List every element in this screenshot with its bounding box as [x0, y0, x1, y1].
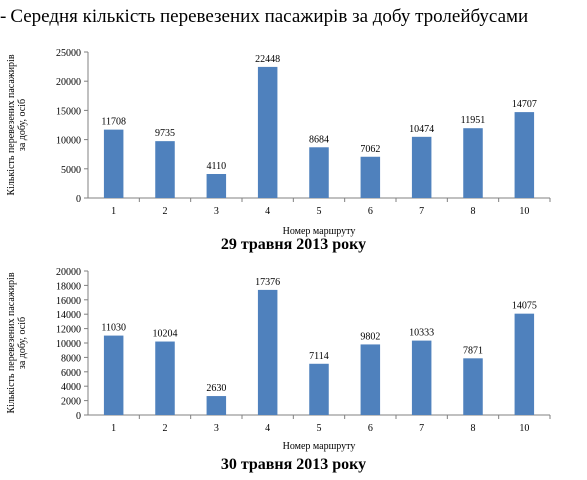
chart-2-y-tick-label: 6000 [61, 368, 81, 379]
chart-2-y-tick-label: 4000 [61, 382, 81, 393]
chart-2-x-tick-label: 4 [265, 423, 270, 434]
chart-2-y-tick-label: 8000 [61, 353, 81, 364]
chart-1-data-label: 11951 [461, 115, 486, 126]
chart-1-data-label: 4110 [207, 161, 227, 172]
chart-1-y-tick-label: 25000 [56, 48, 81, 59]
chart-1-x-tick-label: 2 [163, 206, 168, 217]
chart-2-data-label: 10333 [409, 328, 434, 339]
chart-1-bar [155, 141, 175, 198]
chart-30-may-caption: 30 травня 2013 року [220, 456, 367, 473]
chart-2-data-label: 2630 [206, 383, 226, 394]
chart-2-x-tick-label: 5 [317, 423, 322, 434]
chart-1-y-tick-label: 15000 [56, 106, 81, 117]
chart-29-may-caption: 29 травня 2013 року [220, 236, 367, 253]
chart-2-x-tick-label: 1 [111, 423, 116, 434]
chart-1-bar [463, 128, 483, 198]
page-title-text: Середня кількість перевезених пасажирів … [10, 6, 529, 27]
chart-2-y-tick-label: 12000 [56, 325, 81, 336]
chart-1-x-tick-label: 8 [471, 206, 476, 217]
chart-2-bar [514, 313, 535, 415]
chart-2-y-axis-label-line2: за добу, осіб [17, 317, 28, 369]
chart-1-data-label: 9735 [155, 128, 175, 139]
chart-2-data-label: 9802 [360, 331, 380, 342]
chart-2-data-label: 11030 [101, 323, 126, 334]
chart-1-x-tick-label: 3 [214, 206, 219, 217]
chart-1-data-label: 7062 [360, 144, 380, 155]
chart-1-y-tick-label: 5000 [61, 165, 81, 176]
chart-2-y-axis-label: Кількість перевезених пасажирів за добу, … [6, 272, 28, 413]
chart-2-data-label: 17376 [255, 277, 280, 288]
chart-30-may-plot: 0 2000 4000 6000 8000 10000 12000 14000 16000 180… [6, 267, 551, 452]
chart-1-y-axis-label: Кількість перевезених пасажирів за добу, … [6, 54, 28, 195]
chart-1-x-tick-label: 5 [317, 206, 322, 217]
chart-1-bar [257, 66, 278, 198]
chart-1-y-tick-label: 10000 [56, 136, 81, 147]
chart-2-y-tick-label: 2000 [61, 397, 81, 408]
chart-1-bar [309, 147, 329, 198]
chart-30-may: 0 2000 4000 6000 8000 10000 12000 14000 16000 180… [0, 262, 587, 480]
chart-1-bar [103, 129, 124, 198]
chart-1-x-tick-label: 4 [265, 206, 270, 217]
chart-1-data-label: 8684 [309, 134, 329, 145]
chart-1-x-tick-label: 1 [111, 206, 116, 217]
chart-2-y-tick-label: 10000 [56, 339, 81, 350]
chart-2-bar [257, 289, 278, 415]
chart-1-x-axis-label: Номер маршруту [283, 226, 356, 237]
chart-2-x-tick-label: 8 [471, 423, 476, 434]
chart-29-may-plot: 0 5000 10000 15000 20000 25000 11708 1 9735 2 4110… [6, 48, 551, 237]
chart-2-x-tick-label: 10 [519, 423, 529, 434]
chart-2-bar [103, 335, 124, 415]
chart-1-bar [514, 112, 535, 198]
chart-2-data-label: 10204 [153, 329, 178, 340]
chart-2-bar [411, 340, 432, 415]
chart-2-y-tick-label: 14000 [56, 310, 81, 321]
chart-2-data-label: 14075 [512, 301, 537, 312]
chart-2-x-tick-label: 6 [368, 423, 373, 434]
chart-2-bar [155, 341, 175, 415]
chart-2-x-tick-label: 2 [163, 423, 168, 434]
chart-2-x-tick-label: 7 [419, 423, 424, 434]
page-title: - Середня кількість перевезених пасажирів… [0, 6, 529, 27]
chart-2-bar [206, 396, 227, 415]
chart-1-x-tick-label: 10 [519, 206, 529, 217]
chart-1-y-axis-label-line1: Кількість перевезених пасажирів [6, 54, 17, 195]
chart-2-bar [309, 363, 329, 415]
chart-1-y-tick-label: 20000 [56, 77, 81, 88]
chart-29-may: 0 5000 10000 15000 20000 25000 11708 1 9735 2 4110… [0, 38, 587, 260]
chart-2-x-tick-label: 3 [214, 423, 219, 434]
chart-1-x-tick-label: 6 [368, 206, 373, 217]
chart-2-data-label: 7114 [309, 351, 329, 362]
chart-1-data-label: 22448 [255, 54, 280, 65]
chart-2-y-tick-label: 18000 [56, 281, 81, 292]
chart-1-bar [411, 136, 432, 198]
chart-1-data-label: 14707 [512, 99, 537, 110]
chart-1-data-label: 11708 [101, 117, 126, 128]
chart-2-y-tick-label: 16000 [56, 296, 81, 307]
chart-1-bar [360, 156, 381, 198]
chart-2-x-axis-label: Номер маршруту [283, 441, 356, 452]
chart-1-y-axis-label-line2: за добу, осіб [17, 99, 28, 151]
chart-2-data-label: 7871 [463, 345, 483, 356]
chart-1-bar [206, 173, 227, 198]
chart-1-y-tick-label: 0 [76, 194, 81, 205]
chart-2-y-axis-label-line1: Кількість перевезених пасажирів [6, 272, 17, 413]
chart-1-x-tick-label: 7 [419, 206, 424, 217]
chart-2-y-tick-label: 0 [76, 411, 81, 422]
chart-2-bar [463, 358, 483, 415]
chart-1-data-label: 10474 [409, 124, 434, 135]
chart-2-bar [360, 344, 381, 415]
chart-2-y-tick-label: 20000 [56, 267, 81, 278]
